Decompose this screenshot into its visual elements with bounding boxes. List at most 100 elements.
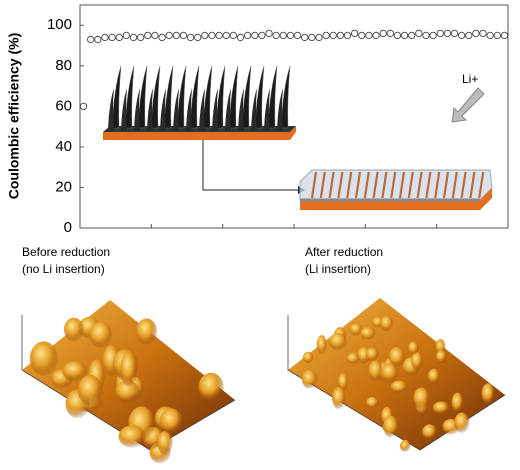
data-point	[408, 31, 416, 40]
data-point	[457, 31, 466, 40]
coated-base	[300, 188, 492, 210]
afm-bump	[316, 335, 328, 355]
data-point	[208, 31, 216, 40]
afm-bump	[381, 363, 399, 383]
afm-bump	[427, 368, 440, 384]
afm-bump	[365, 347, 379, 362]
afm-bump	[368, 360, 383, 382]
data-point	[372, 31, 380, 40]
data-point	[322, 31, 330, 40]
data-point	[258, 31, 266, 40]
spike	[134, 88, 140, 131]
coated-spike	[328, 171, 335, 199]
y-tick-label: 80	[55, 57, 72, 74]
afm-bump	[63, 317, 84, 342]
afm-bump	[383, 415, 399, 438]
afm-bump	[157, 431, 173, 455]
data-point	[229, 31, 238, 40]
afm-bump	[328, 332, 347, 351]
spike	[108, 88, 114, 131]
spike	[199, 88, 205, 131]
afm-bump	[77, 375, 103, 406]
spike	[254, 65, 265, 129]
data-point	[265, 29, 273, 38]
afm-bump	[62, 361, 88, 382]
data-point	[386, 29, 394, 38]
data-point	[236, 33, 245, 42]
spike-base	[103, 126, 296, 140]
afm-bump	[136, 318, 158, 345]
data-point	[222, 31, 230, 40]
afm-bump	[346, 352, 360, 365]
spike	[173, 88, 179, 131]
data-point	[87, 35, 95, 44]
data-point	[329, 31, 337, 40]
coated-spike	[310, 171, 318, 199]
data-point	[301, 33, 309, 42]
caption-subtitle: (Li insertion)	[305, 262, 371, 276]
data-point	[129, 33, 138, 42]
coated-spike	[390, 171, 397, 199]
y-tick-label: 0	[64, 219, 72, 236]
spike	[147, 88, 153, 131]
coated-spike	[407, 171, 414, 199]
data-point	[151, 31, 159, 40]
coated-spike	[381, 171, 388, 199]
spike	[277, 88, 283, 131]
data-point	[172, 31, 180, 40]
data-point	[308, 33, 316, 42]
data-point	[293, 31, 302, 40]
data-point	[472, 29, 480, 38]
data-point	[343, 31, 352, 40]
data-point	[122, 31, 131, 40]
afm-bump	[408, 341, 419, 355]
afm-bump	[302, 351, 314, 364]
data-point	[144, 31, 152, 40]
y-axis-label: Coulombic efficiency (%)	[6, 33, 22, 199]
spike	[121, 88, 127, 131]
data-point	[422, 31, 430, 40]
afm-image	[21, 300, 236, 464]
spike	[111, 65, 122, 129]
afm-bump	[120, 351, 137, 387]
data-point	[350, 29, 359, 38]
spike	[264, 88, 270, 131]
afm-bump	[380, 315, 394, 332]
afm-bump	[399, 439, 411, 452]
spike	[228, 65, 239, 129]
coated-spike	[398, 171, 406, 199]
afm-bump	[366, 397, 379, 409]
data-point	[379, 29, 387, 38]
data-point	[186, 33, 195, 42]
y-tick-label: 40	[55, 138, 72, 155]
process-arrow	[202, 140, 298, 191]
spike	[251, 88, 257, 131]
caption-title: After reduction	[305, 245, 383, 259]
data-point	[165, 31, 173, 40]
data-point	[215, 31, 223, 40]
coated-spike	[451, 171, 458, 199]
spike	[150, 65, 161, 129]
coated-spike	[460, 171, 467, 199]
data-point	[415, 29, 423, 38]
spike	[160, 88, 166, 131]
spike	[212, 88, 218, 131]
coated-spike	[372, 171, 379, 199]
coated-spike	[319, 171, 326, 199]
afm-bump	[118, 425, 146, 448]
data-point	[115, 33, 123, 42]
coated-spike	[337, 171, 344, 199]
coated-spike	[425, 171, 432, 199]
afm-bump	[349, 323, 363, 336]
data-point	[272, 31, 280, 40]
spike	[124, 65, 135, 129]
data-point	[194, 33, 202, 42]
afm-bump	[390, 380, 408, 394]
afm-bump	[29, 341, 58, 377]
spike	[280, 65, 291, 129]
data-point	[393, 31, 402, 40]
data-point	[108, 33, 116, 42]
afm-bump	[198, 372, 224, 402]
coated-spike	[478, 171, 485, 199]
